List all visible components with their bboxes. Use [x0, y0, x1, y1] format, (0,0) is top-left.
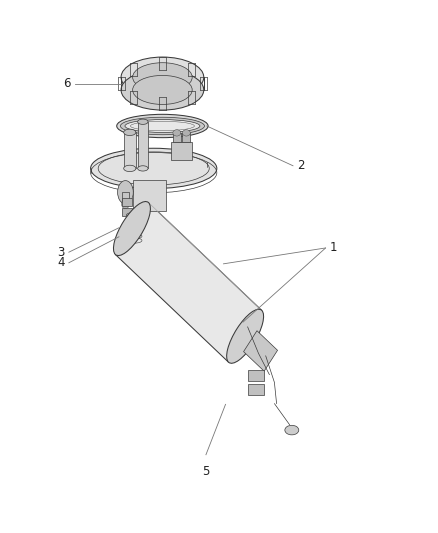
Bar: [121, 192, 129, 204]
Ellipse shape: [125, 119, 200, 132]
Polygon shape: [115, 203, 262, 362]
Ellipse shape: [113, 201, 150, 255]
Text: 4: 4: [57, 256, 64, 269]
Bar: [122, 198, 132, 206]
Ellipse shape: [173, 130, 181, 136]
Bar: [247, 384, 264, 395]
Ellipse shape: [121, 57, 204, 98]
Text: 1: 1: [330, 241, 338, 254]
Ellipse shape: [117, 114, 208, 138]
Bar: [122, 208, 132, 216]
Ellipse shape: [117, 181, 133, 204]
Ellipse shape: [226, 309, 264, 364]
Bar: [171, 142, 192, 160]
Ellipse shape: [121, 70, 204, 110]
Ellipse shape: [133, 76, 192, 104]
Ellipse shape: [138, 166, 148, 171]
Ellipse shape: [91, 148, 217, 189]
Text: 3: 3: [57, 246, 64, 259]
Bar: [138, 122, 148, 168]
Ellipse shape: [183, 130, 190, 136]
Bar: [173, 133, 181, 142]
Bar: [133, 180, 166, 211]
Ellipse shape: [124, 165, 136, 172]
Text: 6: 6: [64, 77, 71, 90]
Ellipse shape: [124, 129, 136, 135]
Ellipse shape: [121, 199, 129, 209]
Bar: [247, 370, 264, 381]
Ellipse shape: [133, 63, 192, 92]
Polygon shape: [244, 330, 278, 371]
Ellipse shape: [120, 117, 205, 135]
Text: 2: 2: [297, 159, 305, 172]
Bar: [183, 133, 190, 142]
Text: 5: 5: [202, 465, 210, 478]
Ellipse shape: [138, 119, 148, 124]
Bar: [124, 132, 136, 168]
Ellipse shape: [285, 425, 299, 435]
